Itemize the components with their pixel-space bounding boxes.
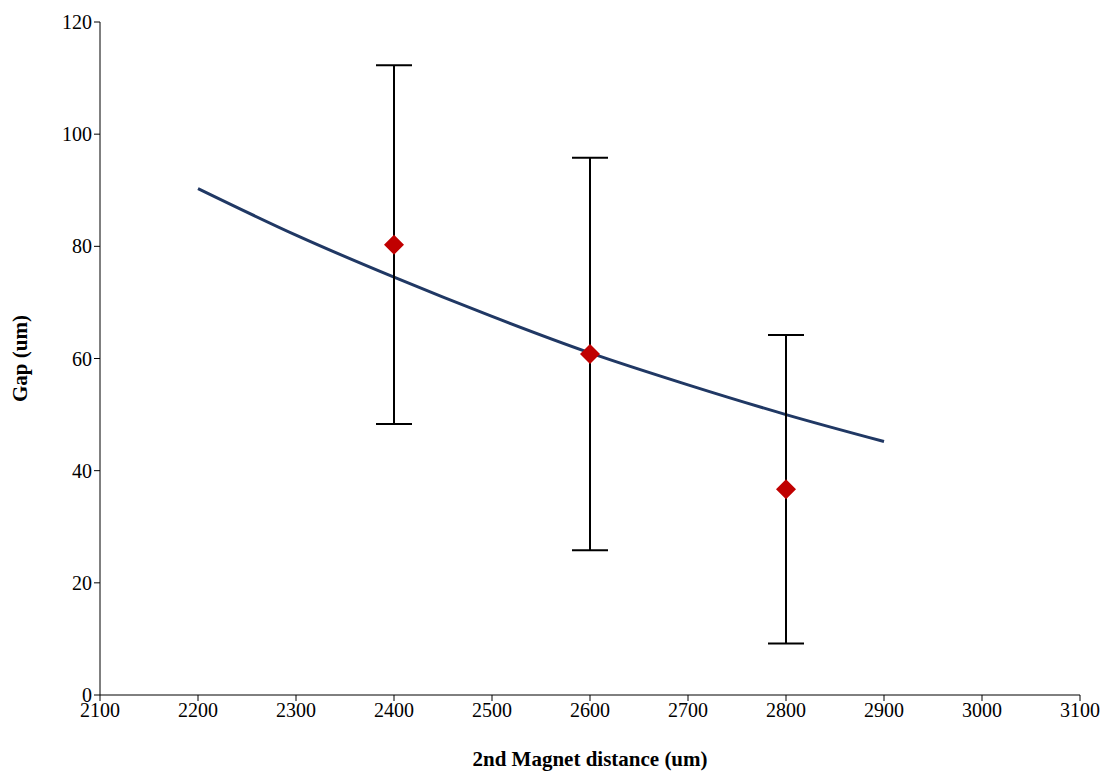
svg-text:0: 0 [82, 684, 92, 706]
svg-text:2500: 2500 [472, 699, 512, 721]
svg-text:120: 120 [62, 11, 92, 33]
svg-text:2300: 2300 [276, 699, 316, 721]
svg-text:2100: 2100 [80, 699, 120, 722]
svg-text:3000: 3000 [962, 699, 1002, 721]
svg-text:2900: 2900 [864, 699, 904, 721]
svg-text:3100: 3100 [1060, 699, 1100, 721]
svg-text:2700: 2700 [668, 699, 708, 721]
svg-text:2200: 2200 [178, 699, 218, 721]
svg-text:80: 80 [72, 235, 92, 257]
svg-text:20: 20 [72, 572, 92, 594]
svg-text:2400: 2400 [374, 699, 414, 721]
svg-text:2600: 2600 [570, 699, 610, 721]
svg-text:40: 40 [72, 460, 92, 482]
svg-text:Gap (um): Gap (um) [8, 315, 32, 402]
svg-text:2800: 2800 [766, 699, 806, 721]
svg-text:60: 60 [72, 348, 92, 370]
svg-text:2nd Magnet distance (um): 2nd Magnet distance (um) [472, 747, 707, 771]
svg-text:100: 100 [62, 123, 92, 145]
